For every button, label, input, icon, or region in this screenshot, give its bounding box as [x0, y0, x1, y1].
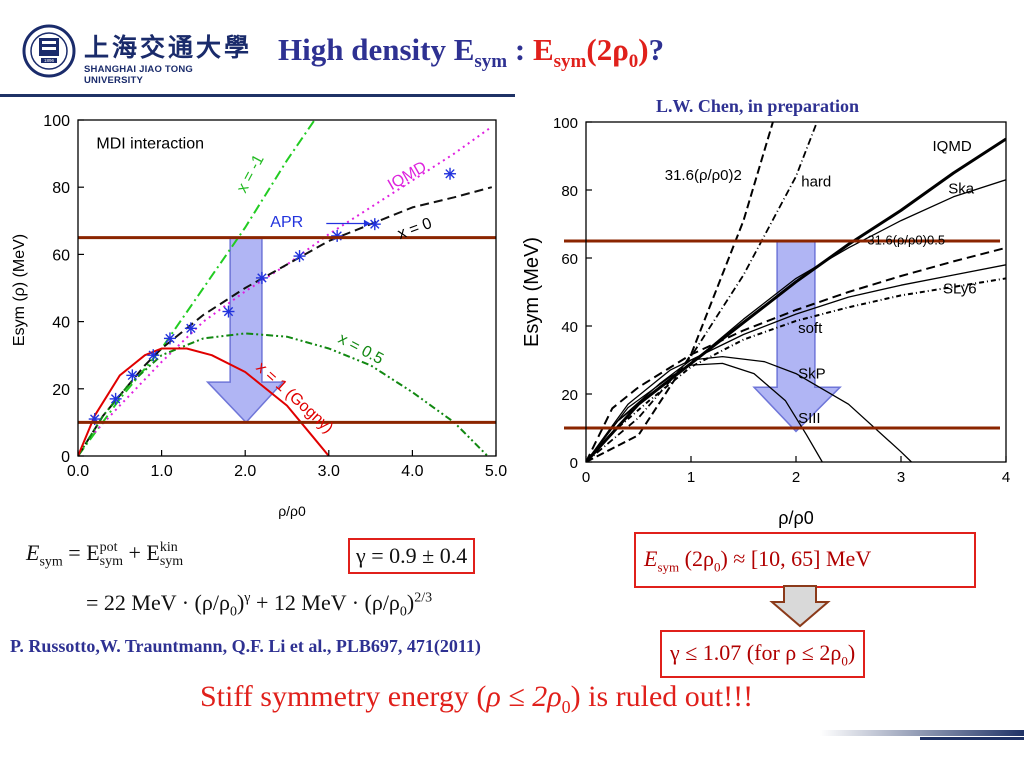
y-tick-label-1: 20: [52, 382, 70, 399]
x-tick-label-3: 3.0: [318, 463, 340, 480]
x-tick-label-1: 1.0: [150, 463, 172, 480]
series-line-4: [78, 347, 330, 456]
y-axis-label: Esym (ρ) (MeV): [11, 234, 28, 346]
esym-decomposition: Esym = Epot sym + Ekin sym: [26, 539, 184, 570]
reference-citation: P. Russotto,W. Trauntmann, Q.F. Li et al…: [10, 636, 481, 656]
footer-divider: [820, 730, 1024, 736]
label-x05: x = 0.5: [335, 330, 386, 368]
right-chart: 0 1 2 3 4020406080100IQMDSka31.6(ρ/ρ0)0.5SLy…: [521, 115, 1010, 528]
chart-credit: L.W. Chen, in preparation: [656, 96, 860, 116]
series-line-3: [586, 264, 1006, 462]
apr-pointer-head: [363, 219, 371, 228]
page-title: High density Esym : Esym(2ρ0)?: [278, 32, 665, 73]
x-tick-label-3: 3: [897, 469, 905, 486]
seal-year: 1896: [44, 58, 55, 63]
x-tick-label-1: 1: [687, 469, 695, 486]
series-line-6: [586, 122, 818, 462]
y-tick-label-2: 40: [561, 319, 578, 336]
x-tick-label-2: 2.0: [234, 463, 256, 480]
apr-point-3: [147, 349, 160, 362]
university-seal-icon: 1896: [22, 24, 76, 78]
plot-area: [586, 122, 1006, 462]
apr-point-6: [222, 305, 235, 318]
apr-point-5: [184, 322, 197, 335]
series-line-2: [586, 246, 1006, 462]
apr-point-7: [255, 271, 268, 284]
x-tick-label-2: 2: [792, 469, 800, 486]
y-tick-label-5: 100: [43, 113, 70, 130]
x-tick-label-4: 4.0: [401, 463, 423, 480]
series-line-0: [78, 120, 316, 456]
esym-parametrization: = 22 MeV · (ρ/ρ0)γ + 12 MeV · (ρ/ρ0)2/3: [86, 590, 433, 620]
label-soft: soft: [798, 320, 823, 337]
x-axis-label-right: ρ/ρ0: [778, 508, 814, 528]
apr-point-11: [444, 167, 457, 180]
conclusion-text: Stiff symmetry energy (ρ ≤ 2ρ0) is ruled…: [200, 680, 754, 717]
y-tick-label-4: 80: [52, 180, 70, 197]
logo-chinese-name: 上海交通大學: [84, 33, 253, 62]
x-tick-label-5: 5.0: [485, 463, 507, 480]
inner-label: MDI interaction: [96, 136, 204, 153]
left-chart: 0.0 1.0 2.0 3.0 4.0 5.0 0 20 40 60 80 100 MDI intera…: [11, 113, 507, 519]
y-tick-label-3: 60: [561, 251, 578, 268]
y-tick-label-1: 20: [561, 387, 578, 404]
down-arrow-icon: [769, 585, 831, 628]
apr-point-8: [293, 250, 306, 263]
density-arrow: [752, 240, 842, 433]
apr-point-2: [126, 369, 139, 382]
x-tick-label-0: 0: [582, 469, 590, 486]
density-arrow: [205, 236, 285, 424]
plot-frame: [77, 119, 497, 457]
y-tick-label-4: 80: [561, 183, 578, 200]
y-tick-label-5: 100: [553, 115, 578, 132]
gamma-value-box: γ = 0.9 ± 0.4: [348, 538, 476, 574]
esym-range-box: Esym (2ρ0) ≈ [10, 65] MeV: [634, 532, 976, 588]
label-iqmd: IQMD: [385, 158, 430, 194]
label-skp: SkP: [798, 366, 826, 383]
plot-area: [78, 120, 493, 456]
apr-point-10: [368, 218, 381, 231]
x-tick-label-0: 0.0: [67, 463, 89, 480]
apr-point-9: [331, 229, 344, 242]
label-rho-square: 31.6(ρ/ρ0)2: [665, 167, 742, 184]
y-axis-label-right: Esym (MeV): [521, 237, 543, 347]
y-tick-label-0: 0: [570, 455, 578, 472]
y-tick-label-3: 60: [52, 247, 70, 264]
university-logo: 1896 上海交通大學 SHANGHAI JIAO TONG UNIVERSIT…: [22, 18, 252, 88]
label-sly6: SLy6: [943, 281, 977, 298]
series-line-5: [586, 122, 774, 462]
logo-english-name: SHANGHAI JIAO TONG UNIVERSITY: [84, 64, 193, 86]
series-line-3: [78, 332, 489, 456]
x-tick-label-4: 4: [1002, 469, 1010, 486]
y-tick-label-0: 0: [61, 449, 70, 466]
label-ska: Ska: [948, 180, 975, 197]
apr-point-1: [109, 392, 122, 405]
footer-divider-thin: [920, 737, 1024, 740]
label-x-minus1: x = -1: [234, 152, 268, 196]
series-line-1: [586, 179, 1006, 462]
series-line-8: [586, 362, 823, 462]
label-hard: hard: [801, 174, 831, 191]
x-axis-label: ρ/ρ0: [278, 503, 306, 519]
label-rho-half: 31.6(ρ/ρ0)0.5: [867, 232, 945, 247]
apr-point-4: [163, 332, 176, 345]
label-apr: APR: [270, 214, 303, 231]
label-siii: SIII: [798, 410, 821, 427]
series-line-4: [586, 277, 1006, 462]
y-tick-label-2: 40: [52, 315, 70, 332]
label-iqmd-right: IQMD: [933, 138, 972, 155]
gamma-constraint-box: γ ≤ 1.07 (for ρ ≤ 2ρ0): [660, 630, 866, 678]
header-divider: [0, 94, 515, 97]
